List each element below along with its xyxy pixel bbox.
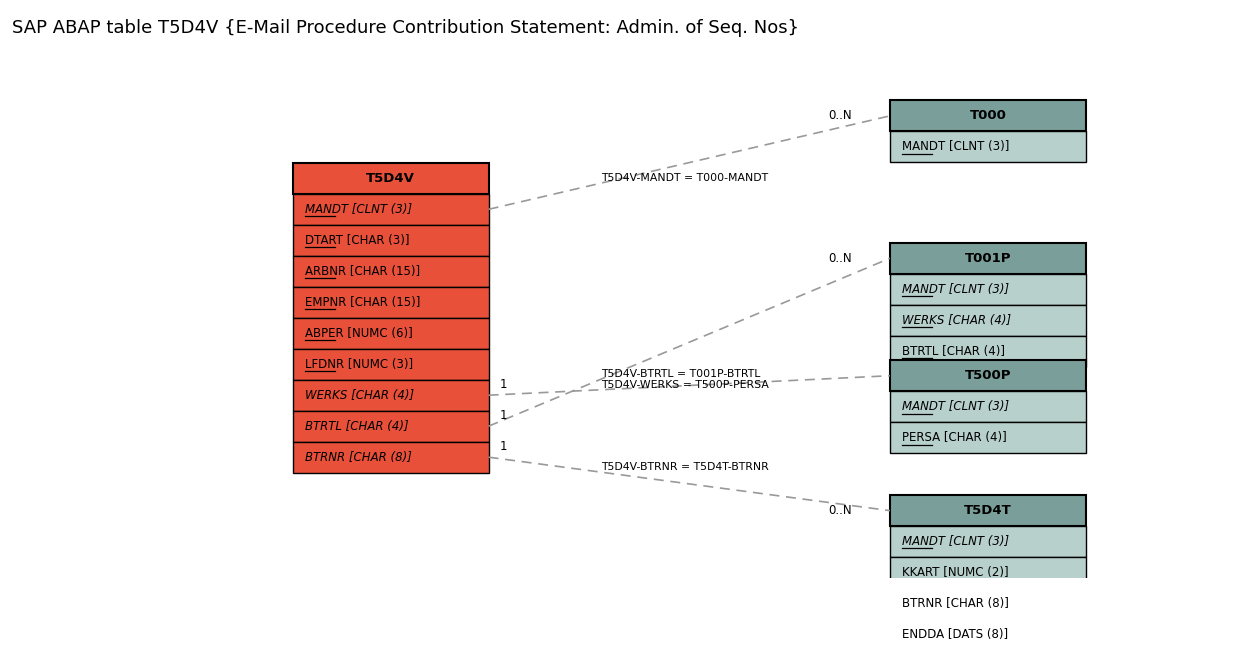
FancyBboxPatch shape — [890, 557, 1086, 588]
FancyBboxPatch shape — [890, 495, 1086, 526]
Text: 1: 1 — [501, 409, 508, 422]
Text: 1: 1 — [501, 440, 508, 453]
FancyBboxPatch shape — [292, 287, 488, 318]
FancyBboxPatch shape — [890, 360, 1086, 391]
Text: 1: 1 — [501, 378, 508, 391]
FancyBboxPatch shape — [890, 619, 1086, 649]
FancyBboxPatch shape — [890, 336, 1086, 367]
FancyBboxPatch shape — [292, 163, 488, 194]
FancyBboxPatch shape — [890, 422, 1086, 453]
Text: BTRNR [CHAR (8)]: BTRNR [CHAR (8)] — [903, 597, 1010, 610]
Text: T001P: T001P — [964, 252, 1011, 265]
Text: MANDT [CLNT (3)]: MANDT [CLNT (3)] — [305, 202, 412, 216]
Text: ARBNR [CHAR (15)]: ARBNR [CHAR (15)] — [305, 265, 420, 278]
Text: MANDT [CLNT (3)]: MANDT [CLNT (3)] — [903, 140, 1010, 153]
FancyBboxPatch shape — [292, 318, 488, 349]
Text: 0..N: 0..N — [829, 252, 852, 265]
FancyBboxPatch shape — [890, 588, 1086, 619]
FancyBboxPatch shape — [292, 256, 488, 287]
Text: T000: T000 — [969, 110, 1006, 123]
FancyBboxPatch shape — [292, 194, 488, 225]
Text: MANDT [CLNT (3)]: MANDT [CLNT (3)] — [903, 400, 1010, 413]
FancyBboxPatch shape — [890, 243, 1086, 274]
Text: KKART [NUMC (2)]: KKART [NUMC (2)] — [903, 566, 1009, 579]
Text: WERKS [CHAR (4)]: WERKS [CHAR (4)] — [305, 389, 414, 402]
FancyBboxPatch shape — [292, 442, 488, 472]
Text: MANDT [CLNT (3)]: MANDT [CLNT (3)] — [903, 535, 1010, 548]
Text: MANDT [CLNT (3)]: MANDT [CLNT (3)] — [903, 283, 1010, 296]
Text: WERKS [CHAR (4)]: WERKS [CHAR (4)] — [903, 313, 1011, 326]
Text: T5D4V: T5D4V — [366, 172, 416, 185]
FancyBboxPatch shape — [890, 274, 1086, 305]
FancyBboxPatch shape — [890, 131, 1086, 162]
FancyBboxPatch shape — [890, 526, 1086, 557]
Text: LFDNR [NUMC (3)]: LFDNR [NUMC (3)] — [305, 358, 413, 371]
Text: BTRTL [CHAR (4)]: BTRTL [CHAR (4)] — [305, 420, 408, 433]
Text: EMPNR [CHAR (15)]: EMPNR [CHAR (15)] — [305, 296, 420, 309]
FancyBboxPatch shape — [890, 391, 1086, 422]
Text: ABPER [NUMC (6)]: ABPER [NUMC (6)] — [305, 326, 413, 339]
FancyBboxPatch shape — [292, 349, 488, 380]
Text: T5D4V-BTRNR = T5D4T-BTRNR: T5D4V-BTRNR = T5D4T-BTRNR — [600, 462, 768, 472]
Text: PERSA [CHAR (4)]: PERSA [CHAR (4)] — [903, 431, 1007, 444]
Text: T5D4V-MANDT = T000-MANDT: T5D4V-MANDT = T000-MANDT — [600, 173, 768, 183]
FancyBboxPatch shape — [292, 411, 488, 442]
Text: SAP ABAP table T5D4V {E-Mail Procedure Contribution Statement: Admin. of Seq. No: SAP ABAP table T5D4V {E-Mail Procedure C… — [12, 19, 799, 38]
FancyBboxPatch shape — [292, 380, 488, 411]
Text: T500P: T500P — [964, 369, 1011, 382]
Text: T5D4V-WERKS = T500P-PERSA: T5D4V-WERKS = T500P-PERSA — [600, 380, 769, 390]
Text: ENDDA [DATS (8)]: ENDDA [DATS (8)] — [903, 628, 1009, 641]
FancyBboxPatch shape — [890, 101, 1086, 131]
Text: 0..N: 0..N — [829, 110, 852, 123]
Text: BTRNR [CHAR (8)]: BTRNR [CHAR (8)] — [305, 450, 412, 463]
FancyBboxPatch shape — [292, 225, 488, 256]
Text: T5D4T: T5D4T — [964, 504, 1012, 517]
Text: DTART [CHAR (3)]: DTART [CHAR (3)] — [305, 234, 409, 247]
FancyBboxPatch shape — [890, 305, 1086, 336]
Text: 0..N: 0..N — [829, 504, 852, 517]
Text: BTRTL [CHAR (4)]: BTRTL [CHAR (4)] — [903, 345, 1005, 358]
Text: T5D4V-BTRTL = T001P-BTRTL: T5D4V-BTRTL = T001P-BTRTL — [600, 369, 761, 379]
